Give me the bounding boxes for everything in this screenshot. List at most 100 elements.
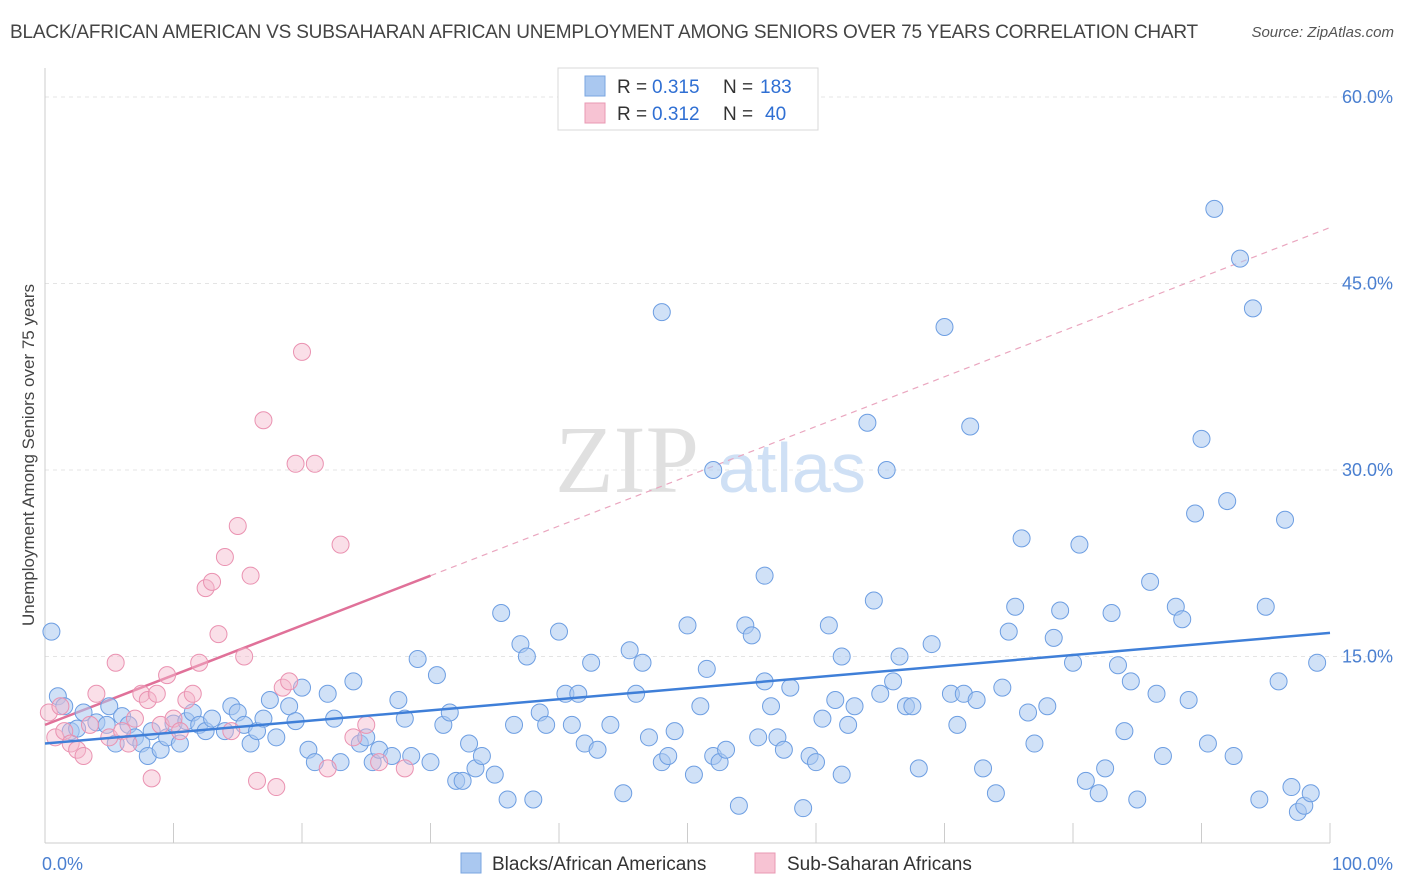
point-sub-saharan-10 [106, 653, 125, 672]
point-blacks-67 [524, 790, 543, 809]
point-blacks-131 [1006, 597, 1025, 616]
point-blacks-142 [1096, 759, 1115, 778]
point-blacks-112 [864, 591, 883, 610]
point-sub-saharan-42 [331, 535, 350, 554]
point-blacks-125 [961, 417, 980, 436]
trend-blacks [44, 631, 1331, 745]
point-sub-saharan-2 [51, 697, 70, 716]
point-blacks-85 [665, 722, 684, 741]
y-tick-label-0: 15.0% [1342, 647, 1393, 667]
point-blacks-121 [935, 318, 954, 337]
y-tick-label-3: 60.0% [1342, 87, 1393, 107]
point-blacks-66 [517, 647, 536, 666]
point-blacks-123 [948, 715, 967, 734]
point-blacks-155 [1192, 429, 1211, 448]
point-blacks-55 [440, 703, 459, 722]
point-blacks-2 [55, 697, 74, 716]
point-blacks-88 [691, 697, 710, 716]
point-blacks-104 [807, 753, 825, 772]
point-blacks-126 [967, 691, 986, 710]
grid-lines [45, 96, 1392, 657]
point-blacks-95 [742, 626, 761, 645]
legend-n-value-blue: 183 [760, 77, 792, 98]
point-sub-saharan-26 [203, 572, 222, 591]
point-blacks-115 [884, 672, 903, 691]
point-sub-saharan-30 [228, 516, 247, 535]
legend-top: R = 0.315 N = 183 R = 0.312 N = 40 [557, 67, 819, 131]
point-sub-saharan-17 [147, 684, 166, 703]
point-blacks-72 [562, 715, 581, 734]
point-blacks-53 [427, 666, 446, 685]
point-blacks-147 [1128, 790, 1147, 809]
point-blacks-62 [492, 603, 511, 622]
point-blacks-19 [170, 734, 189, 753]
point-blacks-52 [421, 753, 440, 772]
point-blacks-77 [601, 715, 620, 734]
point-blacks-164 [1269, 672, 1288, 691]
point-blacks-163 [1256, 597, 1275, 616]
point-blacks-100 [774, 740, 793, 759]
x-tick-label-0: 0.0% [42, 854, 83, 874]
point-blacks-58 [460, 734, 479, 753]
point-blacks-102 [794, 799, 813, 818]
point-blacks-139 [1070, 535, 1089, 554]
point-sub-saharan-34 [254, 411, 273, 430]
point-blacks-134 [1025, 734, 1044, 753]
bottom-legend-label-pink: Sub-Saharan Africans [787, 854, 972, 875]
point-sub-saharan-6 [74, 746, 93, 765]
point-blacks-63 [498, 790, 517, 809]
point-sub-saharan-37 [280, 672, 299, 691]
point-blacks-161 [1243, 299, 1262, 318]
point-blacks-79 [620, 641, 639, 660]
point-blacks-107 [826, 691, 845, 710]
point-blacks-81 [633, 653, 652, 672]
point-sub-saharan-0 [39, 703, 58, 722]
point-blacks-169 [1301, 784, 1320, 803]
point-sub-saharan-16 [142, 769, 161, 788]
point-sub-saharan-40 [305, 454, 324, 473]
point-blacks-39 [318, 684, 337, 703]
point-blacks-143 [1102, 603, 1121, 622]
point-blacks-114 [877, 461, 896, 479]
point-blacks-64 [505, 715, 524, 734]
point-blacks-48 [389, 691, 408, 710]
point-blacks-33 [267, 728, 286, 747]
point-blacks-109 [839, 715, 858, 734]
point-blacks-31 [254, 709, 273, 728]
watermark-atlas: atlas [718, 429, 866, 507]
point-blacks-156 [1198, 734, 1217, 753]
point-blacks-120 [922, 635, 941, 654]
legend-r-value-blue: 0.315 [652, 77, 700, 98]
point-blacks-70 [550, 622, 568, 641]
point-blacks-116 [890, 647, 909, 666]
point-blacks-76 [588, 740, 607, 759]
point-blacks-159 [1224, 746, 1243, 765]
point-sub-saharan-38 [286, 454, 305, 473]
point-blacks-127 [974, 759, 993, 778]
watermark: ZIP atlas [555, 406, 866, 513]
point-blacks-135 [1038, 697, 1057, 716]
point-blacks-141 [1089, 784, 1108, 803]
axes [44, 68, 1331, 844]
point-sub-saharan-24 [190, 653, 209, 672]
legend-r-value-pink: 0.312 [652, 104, 700, 125]
point-sub-saharan-12 [119, 734, 138, 753]
point-blacks-153 [1179, 691, 1198, 710]
point-blacks-7 [100, 697, 119, 716]
point-blacks-145 [1115, 722, 1134, 741]
point-sub-saharan-35 [267, 778, 286, 797]
source-label: Source: ZipAtlas.com [1251, 24, 1394, 41]
point-blacks-136 [1044, 628, 1063, 647]
bottom-legend-label-blue: Blacks/African Americans [492, 854, 706, 875]
series-blacks-points [42, 199, 1327, 821]
point-blacks-130 [999, 622, 1018, 641]
point-sub-saharan-43 [344, 728, 363, 747]
y-tick-labels: 15.0% 30.0% 45.0% 60.0% [1342, 87, 1393, 667]
point-blacks-113 [871, 684, 890, 703]
point-blacks-132 [1012, 529, 1031, 548]
point-blacks-137 [1051, 601, 1070, 620]
point-blacks-170 [1308, 653, 1327, 672]
watermark-zip: ZIP [555, 406, 699, 513]
point-sub-saharan-19 [158, 666, 177, 685]
point-sub-saharan-8 [87, 684, 106, 703]
